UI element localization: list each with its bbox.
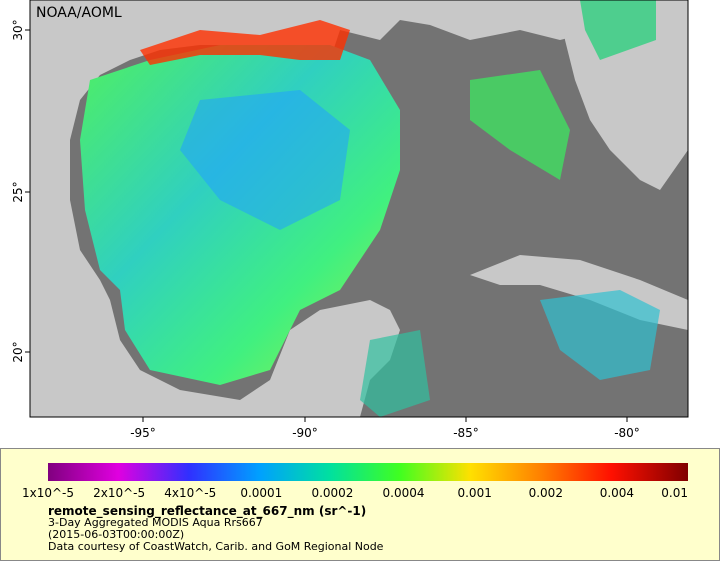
- data-coast: [140, 20, 350, 65]
- colorbar-label: 0.0002: [311, 486, 353, 500]
- title-box: [31, 1, 131, 23]
- colorbar-label: 4x10^-5: [164, 486, 216, 500]
- x-tick-label: -90°: [292, 426, 318, 440]
- colorbar-labels: 1x10^-5 2x10^-5 4x10^-5 0.0001 0.0002 0.0004 0…: [22, 486, 688, 500]
- colorbar: [48, 463, 688, 481]
- map-title: NOAA/AOML: [36, 5, 122, 21]
- y-tick-label: 25°: [11, 181, 25, 202]
- colorbar-label: 2x10^-5: [93, 486, 145, 500]
- x-tick-label: -85°: [453, 426, 479, 440]
- axes: -95° -90° -85° -80° 30° 25° 20°: [11, 19, 640, 440]
- caption-lines: 3-Day Aggregated MODIS Aqua Rrs667(2015-…: [48, 516, 384, 553]
- land-north-west: [30, 0, 600, 417]
- caption-line: 3-Day Aggregated MODIS Aqua Rrs667: [48, 516, 263, 529]
- x-tick-label: -95°: [130, 426, 156, 440]
- x-tick-label: -80°: [614, 426, 640, 440]
- data-yucatan: [360, 330, 430, 417]
- caption-title: remote_sensing_reflectance_at_667_nm (sr…: [48, 504, 366, 519]
- y-tick-label: 20°: [11, 341, 25, 362]
- colorbar-label: 0.0001: [240, 486, 282, 500]
- map: NOAA/AOML: [29, 0, 689, 418]
- data-east: [470, 70, 570, 180]
- colorbar-label: 0.001: [457, 486, 491, 500]
- data-center: [180, 90, 350, 230]
- data-atlantic: [580, 0, 656, 60]
- map-frame: [29, 0, 689, 418]
- caption-line: Data courtesy of CoastWatch, Carib. and …: [48, 540, 384, 553]
- caption-line: (2015-06-03T00:00:00Z): [48, 528, 184, 541]
- colorbar-label: 0.004: [600, 486, 634, 500]
- colorbar-label: 0.002: [529, 486, 563, 500]
- colorbar-label: 1x10^-5: [22, 486, 74, 500]
- colorbar-label: 0.0004: [383, 486, 425, 500]
- florida: [560, 0, 688, 190]
- colorbar-label: 0.01: [661, 486, 688, 500]
- data-caribbean: [540, 290, 660, 380]
- y-tick-label: 30°: [11, 19, 25, 40]
